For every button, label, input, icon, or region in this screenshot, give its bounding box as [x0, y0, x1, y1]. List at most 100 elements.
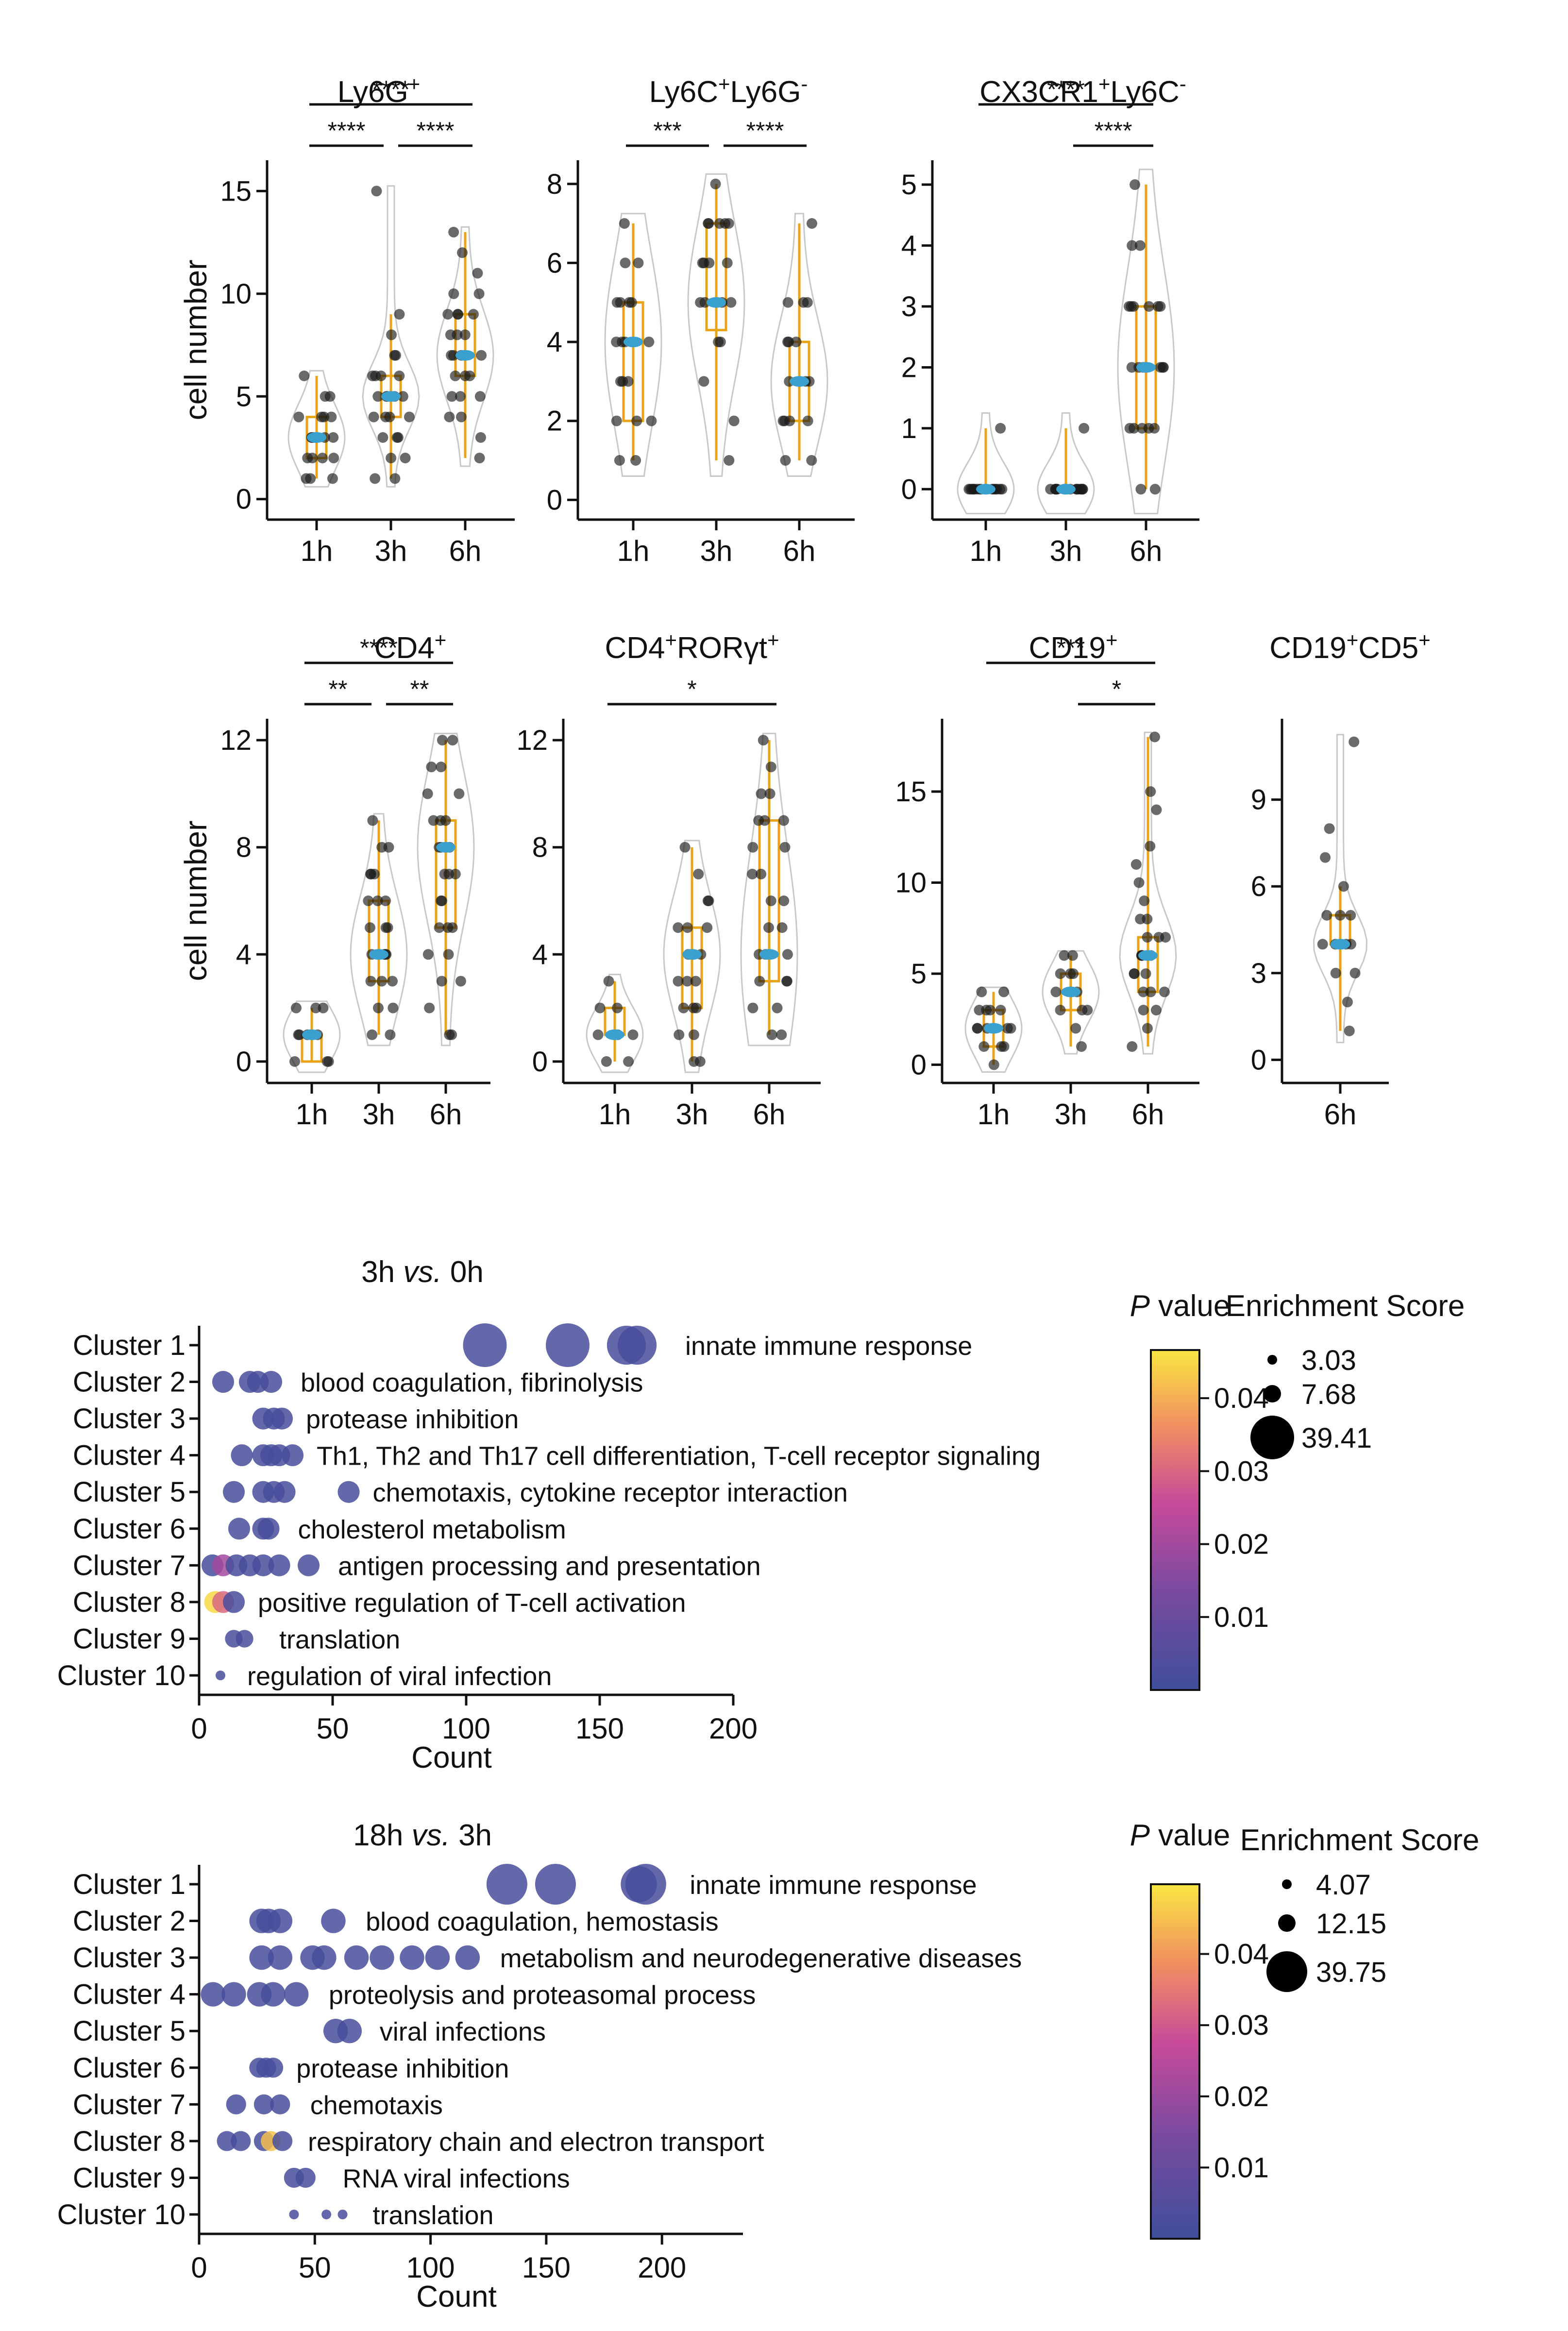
- median-6h: [1138, 950, 1158, 961]
- title-vs: vs.: [412, 1819, 450, 1852]
- title-base-2: CD5: [1358, 631, 1418, 665]
- data-point: [366, 868, 377, 879]
- y-tick-label: 1: [901, 413, 917, 444]
- cluster-label: Cluster 1: [73, 1869, 185, 1900]
- size-legend-dot: [1278, 1914, 1296, 1932]
- median-1h: [984, 1023, 1003, 1034]
- data-point: [674, 1029, 685, 1040]
- data-point: [1129, 968, 1140, 979]
- data-point: [965, 484, 976, 495]
- data-point: [806, 455, 817, 466]
- cluster-label: Cluster 3: [73, 1942, 185, 1974]
- colorbar-tick-label: 0.02: [1214, 1529, 1269, 1560]
- data-point: [976, 986, 987, 997]
- sig-label: ****: [372, 76, 410, 103]
- y-tick-label: 12: [220, 725, 252, 756]
- x-tick-label: 3h: [363, 1098, 395, 1131]
- data-point: [290, 1002, 302, 1013]
- median-3h: [682, 949, 702, 960]
- data-point: [1076, 1041, 1087, 1052]
- data-point: [1143, 422, 1154, 434]
- enrichment-panel-enrich1: 3h vs. 0h 0 50 100 150 200 Count Cluster 1 innat…: [57, 1255, 1465, 1774]
- size-legend-dot: [1266, 1951, 1307, 1992]
- enrichment-dot: [535, 1864, 576, 1905]
- y-tick-label: 5: [901, 169, 917, 201]
- data-point: [428, 815, 439, 826]
- sig-label: **: [329, 676, 348, 703]
- enrichment-dot: [221, 1982, 246, 2007]
- data-point: [728, 415, 740, 426]
- data-point: [454, 788, 465, 799]
- enrichment-dot: [273, 1481, 296, 1503]
- y-axis-label: cell number: [178, 260, 213, 421]
- data-point: [765, 895, 776, 906]
- enrichment-dot: [455, 1945, 480, 1970]
- y-tick-label: 6: [547, 247, 562, 279]
- data-point: [725, 297, 737, 308]
- data-point: [1152, 301, 1163, 312]
- enrichment-dot: [252, 1554, 274, 1576]
- data-point: [1144, 301, 1155, 312]
- data-point: [710, 178, 721, 189]
- enrichment-dot: [321, 1909, 346, 1933]
- colorbar-tick-label: 0.04: [1214, 1383, 1269, 1414]
- data-point: [455, 411, 467, 422]
- data-point: [424, 1002, 435, 1013]
- data-point: [1135, 913, 1146, 925]
- violin-1h: [287, 370, 346, 488]
- cluster-annotation: translation: [372, 2201, 493, 2230]
- x-tick-label: 6h: [1132, 1098, 1164, 1131]
- enrichment-dot: [337, 2018, 362, 2044]
- colorbar-title-p: P: [1130, 1289, 1150, 1323]
- data-point: [455, 976, 466, 987]
- data-point: [422, 788, 433, 799]
- title-sup-2: +: [767, 628, 779, 651]
- data-point: [400, 453, 411, 464]
- x-tick-label: 6h: [753, 1098, 786, 1131]
- data-point: [806, 218, 817, 229]
- cluster-annotation: metabolism and neurodegenerative disease…: [500, 1944, 1022, 1973]
- cluster-annotation: chemotaxis, cytokine receptor interactio…: [373, 1478, 848, 1507]
- data-point: [996, 484, 1008, 495]
- data-point: [436, 976, 447, 987]
- violin-6h: [436, 226, 494, 467]
- data-point: [611, 297, 623, 308]
- data-point: [302, 453, 313, 464]
- data-point: [389, 473, 401, 484]
- enrichment-dot: [546, 1323, 590, 1367]
- data-point: [620, 257, 631, 269]
- cluster-label: Cluster 7: [73, 1550, 185, 1581]
- title-sup: +: [408, 72, 421, 95]
- title-sup-2: -: [801, 72, 808, 95]
- enrichment-dot: [272, 2131, 293, 2151]
- data-point: [1320, 852, 1331, 863]
- data-point: [702, 922, 713, 933]
- data-point: [1349, 967, 1361, 979]
- enrichment-dot: [253, 2094, 274, 2114]
- title-sup: +: [718, 72, 730, 95]
- y-tick-label: 4: [532, 939, 548, 970]
- enrichment-dot: [289, 2210, 299, 2219]
- data-point: [601, 1056, 612, 1067]
- x-tick-label: 1h: [970, 535, 1002, 567]
- data-point: [289, 1056, 300, 1067]
- title-base: CD4: [374, 631, 435, 665]
- data-point: [679, 842, 691, 853]
- data-point: [446, 391, 457, 402]
- cluster-annotation: antigen processing and presentation: [338, 1552, 761, 1581]
- data-point: [802, 415, 813, 426]
- enrichment-dot: [400, 1945, 424, 1970]
- data-point: [464, 371, 475, 381]
- data-point: [456, 247, 468, 258]
- data-point: [1153, 932, 1164, 943]
- data-point: [988, 1059, 999, 1070]
- cluster-label: Cluster 1: [73, 1330, 185, 1361]
- data-point: [753, 815, 764, 826]
- sig-label: ****: [328, 117, 366, 144]
- violin-3h: [1037, 412, 1095, 514]
- data-point: [1127, 1041, 1138, 1052]
- violin-3h: [1042, 950, 1100, 1055]
- median-1h: [307, 432, 326, 443]
- violin-6h: [770, 213, 828, 477]
- data-point: [698, 257, 709, 269]
